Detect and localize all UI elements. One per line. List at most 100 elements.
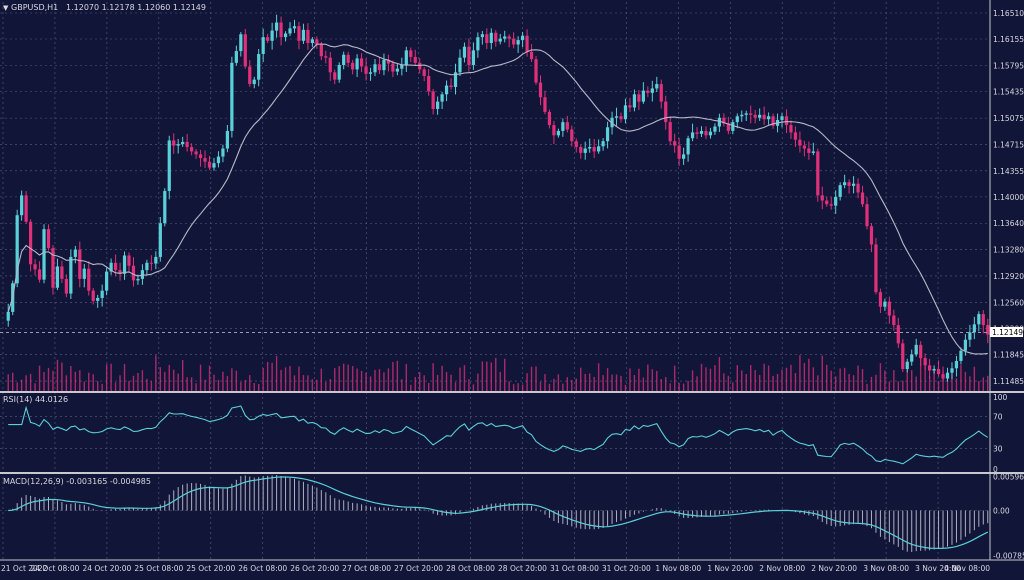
candle-body: [386, 59, 391, 64]
candle-body: [453, 72, 458, 87]
candle-body: [243, 34, 247, 67]
candle-body: [623, 105, 628, 120]
candle-body: [735, 116, 739, 123]
time-tick-label: 3 Nov 20:00: [915, 564, 961, 573]
candle-body: [963, 339, 968, 351]
rsi-indicator: [8, 405, 989, 465]
candle-body: [682, 154, 686, 159]
candle-body: [78, 249, 82, 279]
candle-body: [221, 148, 225, 157]
candle-body: [24, 195, 28, 222]
price-tick-label: 1.15075: [993, 114, 1024, 123]
candle-body: [771, 116, 775, 126]
candle-body: [865, 204, 869, 227]
current-price-tag: [990, 327, 1023, 337]
symbol-dropdown-icon[interactable]: ▼: [3, 4, 9, 12]
candle-body: [512, 38, 516, 45]
candle-body: [266, 37, 270, 41]
candle-body: [15, 215, 19, 284]
price-tick-label: 1.15795: [993, 61, 1024, 70]
price-tick-label: 1.11845: [993, 351, 1024, 360]
candle-body: [583, 148, 587, 153]
candle-body: [458, 57, 462, 73]
candle-body: [131, 265, 136, 281]
candle-body: [476, 37, 480, 51]
candle-body: [42, 229, 46, 280]
candle-body: [766, 116, 771, 120]
candle-body: [605, 127, 610, 142]
price-tick-label: 1.15435: [993, 88, 1024, 97]
candle-body: [212, 163, 216, 168]
candle-body: [910, 354, 914, 362]
macd-tick-label: 0.00: [993, 507, 1010, 516]
candle-body: [154, 256, 158, 264]
candle-body: [954, 360, 959, 369]
candle-body: [203, 158, 207, 162]
candle-body: [784, 116, 789, 126]
candle-body: [480, 34, 484, 38]
candle-body: [628, 105, 632, 108]
candle-body: [588, 147, 592, 149]
candle-body: [529, 51, 534, 60]
candle-body: [901, 343, 905, 370]
macd-indicator: [8, 475, 989, 552]
candle-body: [699, 130, 704, 134]
candle-body: [650, 88, 654, 93]
price-tick-label: 1.12560: [993, 298, 1024, 307]
time-tick-label: 26 Oct 08:00: [238, 564, 287, 573]
candle-body: [467, 46, 471, 66]
candle-body: [91, 290, 95, 301]
candle-body: [20, 195, 24, 216]
candle-body: [641, 90, 645, 102]
candle-body: [570, 129, 574, 142]
candle-body: [869, 226, 874, 245]
candle-body: [516, 40, 520, 45]
pane-separators: [0, 0, 1024, 561]
candle-body: [400, 65, 404, 69]
candle-body: [981, 314, 985, 326]
time-tick-label: 24 Oct 20:00: [82, 564, 131, 573]
candle-body: [310, 39, 314, 44]
candle-body: [248, 66, 252, 85]
candle-body: [686, 138, 690, 155]
symbol-label: GBPUSD,H1: [11, 3, 58, 12]
candle-body: [574, 141, 578, 148]
candle-body: [762, 114, 766, 120]
candle-body: [145, 262, 149, 271]
candle-body: [55, 266, 60, 288]
candle-body: [668, 122, 672, 142]
candle-body: [874, 244, 878, 293]
candle-body: [798, 139, 802, 146]
candle-body: [695, 132, 699, 134]
candle-body: [932, 369, 936, 371]
candle-body: [270, 30, 274, 41]
candle-body: [462, 46, 467, 58]
candle-body: [346, 54, 350, 63]
time-tick-label: 28 Oct 20:00: [498, 564, 547, 573]
candle-body: [883, 301, 887, 307]
candle-body: [431, 91, 435, 109]
candle-body: [413, 56, 417, 63]
candle-body: [444, 85, 449, 95]
candle-body: [395, 68, 399, 72]
candle-body: [494, 32, 498, 42]
candle-body: [140, 270, 145, 279]
candle-body: [731, 122, 735, 131]
candle-body: [28, 221, 33, 265]
candle-body: [306, 29, 310, 44]
rsi-line: [8, 405, 989, 465]
time-tick-label: 27 Oct 08:00: [342, 564, 391, 573]
candle-body: [377, 64, 382, 71]
candle-body: [561, 122, 565, 131]
candle-body: [96, 297, 100, 301]
time-tick-label: 25 Oct 20:00: [186, 564, 235, 573]
macd-signal-line: [8, 476, 989, 550]
candle-body: [239, 34, 243, 52]
candle-body: [887, 301, 891, 316]
candle-body: [404, 50, 408, 66]
candle-body: [919, 344, 923, 359]
candle-body: [713, 126, 717, 132]
candle-body: [597, 146, 601, 152]
rsi-tick-label: 100: [993, 393, 1008, 402]
